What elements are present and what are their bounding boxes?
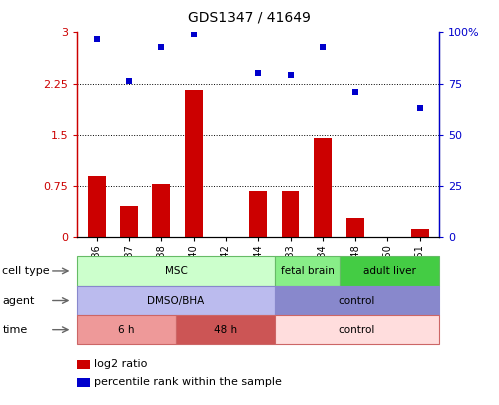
Point (319, 43, 327, 50)
Text: log2 ratio: log2 ratio (94, 359, 147, 369)
Text: MSC: MSC (165, 266, 188, 276)
Point (286, 72, 294, 79)
Bar (120, 206, 138, 237)
Text: time: time (2, 325, 28, 335)
Point (190, 31, 198, 38)
Text: adult liver: adult liver (363, 266, 416, 276)
Text: control: control (339, 296, 375, 305)
Text: DMSO/BHA: DMSO/BHA (147, 296, 205, 305)
Point (93, 35, 101, 42)
Point (254, 70, 262, 77)
Bar (153, 184, 170, 237)
Text: 6 h: 6 h (118, 325, 135, 335)
Point (351, 88, 359, 95)
Bar (281, 191, 299, 237)
Text: agent: agent (2, 296, 35, 305)
Bar (185, 90, 203, 237)
Bar (346, 218, 364, 237)
Point (157, 43, 165, 50)
Point (416, 105, 424, 111)
Text: GDS1347 / 41649: GDS1347 / 41649 (188, 10, 311, 24)
Bar (88, 176, 106, 237)
Text: control: control (339, 325, 375, 335)
Text: cell type: cell type (2, 266, 50, 276)
Text: 48 h: 48 h (214, 325, 237, 335)
Text: percentile rank within the sample: percentile rank within the sample (94, 377, 282, 387)
Bar (314, 138, 332, 237)
Point (125, 78, 133, 85)
Text: fetal brain: fetal brain (280, 266, 334, 276)
Bar (250, 191, 267, 237)
Bar (411, 229, 429, 237)
